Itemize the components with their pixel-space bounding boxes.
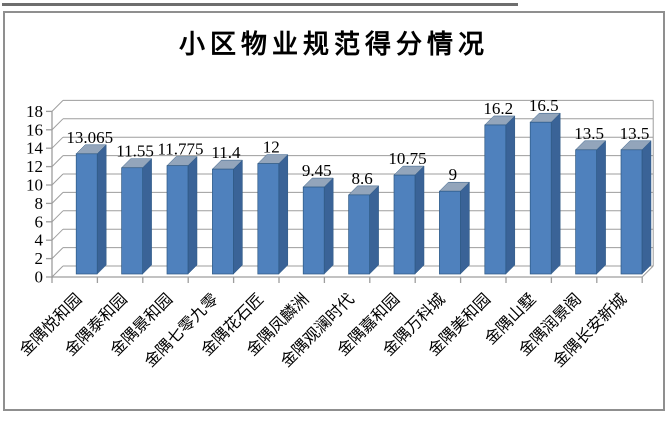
y-axis-label: 6 (35, 212, 44, 231)
y-axis-label: 14 (26, 139, 44, 158)
bar-value-label: 11.55 (116, 142, 154, 161)
bars (75, 112, 652, 275)
bar-value-label: 8.6 (351, 169, 372, 188)
bar-side-face (641, 140, 652, 275)
bar-side-face (505, 115, 516, 275)
bar (257, 163, 280, 275)
bar-value-label: 13.5 (620, 124, 650, 143)
bar-value-label: 16.5 (529, 96, 559, 115)
bar-side-face (550, 112, 561, 275)
bar-side-face (596, 140, 606, 275)
bar-side-face (233, 159, 243, 275)
bar-side-face (369, 185, 379, 275)
axes (51, 100, 654, 283)
bar (439, 190, 461, 275)
bar-value-label: 9 (449, 165, 458, 184)
y-axis-label: 10 (26, 176, 43, 195)
bar (484, 124, 507, 275)
y-axis-label: 8 (35, 194, 44, 213)
bar-value-label: 11.775 (157, 140, 203, 159)
bar (575, 149, 597, 275)
bar-value-label: 16.2 (483, 99, 513, 118)
y-axis-label: 2 (35, 249, 44, 268)
bar-side-face (187, 156, 198, 275)
y-axis-label: 12 (26, 157, 43, 176)
bar (302, 186, 325, 275)
y-axis-label: 4 (35, 231, 44, 250)
bar (121, 167, 143, 275)
bar-value-label: 13.065 (66, 128, 113, 147)
bar-value-label: 9.45 (302, 161, 332, 180)
bar (393, 174, 416, 275)
chart-title: 小区物业规范得分情况 (178, 30, 489, 59)
y-axis-label: 0 (35, 268, 44, 287)
bar (212, 168, 234, 275)
bar-side-face (142, 158, 152, 275)
bar-side-face (96, 144, 107, 275)
bar (529, 121, 552, 275)
bar (75, 153, 98, 275)
y-axis-label: 18 (26, 102, 43, 121)
y-axis-label: 16 (26, 120, 43, 139)
bar (620, 149, 643, 275)
bar-value-label: 13.5 (574, 124, 604, 143)
bar-side-face (414, 165, 425, 275)
bar (348, 194, 370, 275)
bar-value-label: 11.4 (211, 143, 241, 162)
x-axis-labels: 金隅悦和园金隅泰和园金隅景和园金隅七零九零金隅花石匠金隅凤麟洲金隅观澜时代金隅嘉… (16, 290, 630, 371)
bar-side-face (460, 181, 470, 275)
bar-value-label: 12 (263, 138, 280, 157)
bar-side-face (278, 153, 289, 275)
top-partial-border (2, 3, 518, 6)
bar (166, 165, 189, 275)
bar-value-label: 10.75 (388, 149, 426, 168)
bar-side-face (323, 177, 334, 275)
